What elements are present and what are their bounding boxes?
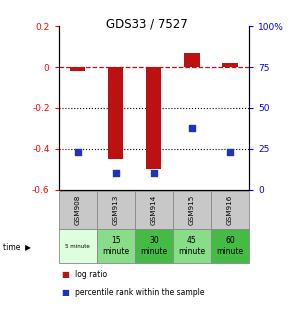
Text: GSM916: GSM916 — [227, 195, 233, 225]
Text: GSM913: GSM913 — [113, 195, 119, 225]
Text: 60
minute: 60 minute — [217, 236, 243, 256]
Bar — [222, 63, 238, 67]
Text: 15
minute: 15 minute — [102, 236, 129, 256]
Text: time  ▶: time ▶ — [3, 242, 31, 250]
Point — [151, 171, 156, 176]
Bar — [146, 67, 161, 169]
Bar — [70, 67, 85, 71]
Text: ■: ■ — [62, 270, 69, 279]
Text: ■: ■ — [62, 288, 69, 297]
Text: 45
minute: 45 minute — [178, 236, 205, 256]
Text: GSM914: GSM914 — [151, 195, 157, 225]
Text: log ratio: log ratio — [75, 270, 107, 279]
Point — [228, 149, 232, 155]
Text: GDS33 / 7527: GDS33 / 7527 — [105, 18, 188, 31]
Text: GSM908: GSM908 — [75, 195, 81, 225]
Text: 30
minute: 30 minute — [140, 236, 167, 256]
Bar — [108, 67, 123, 159]
Point — [190, 125, 194, 130]
Text: 5 minute: 5 minute — [65, 244, 90, 249]
Bar — [184, 53, 200, 67]
Point — [75, 149, 80, 155]
Text: GSM915: GSM915 — [189, 195, 195, 225]
Point — [113, 171, 118, 176]
Text: percentile rank within the sample: percentile rank within the sample — [75, 288, 204, 297]
